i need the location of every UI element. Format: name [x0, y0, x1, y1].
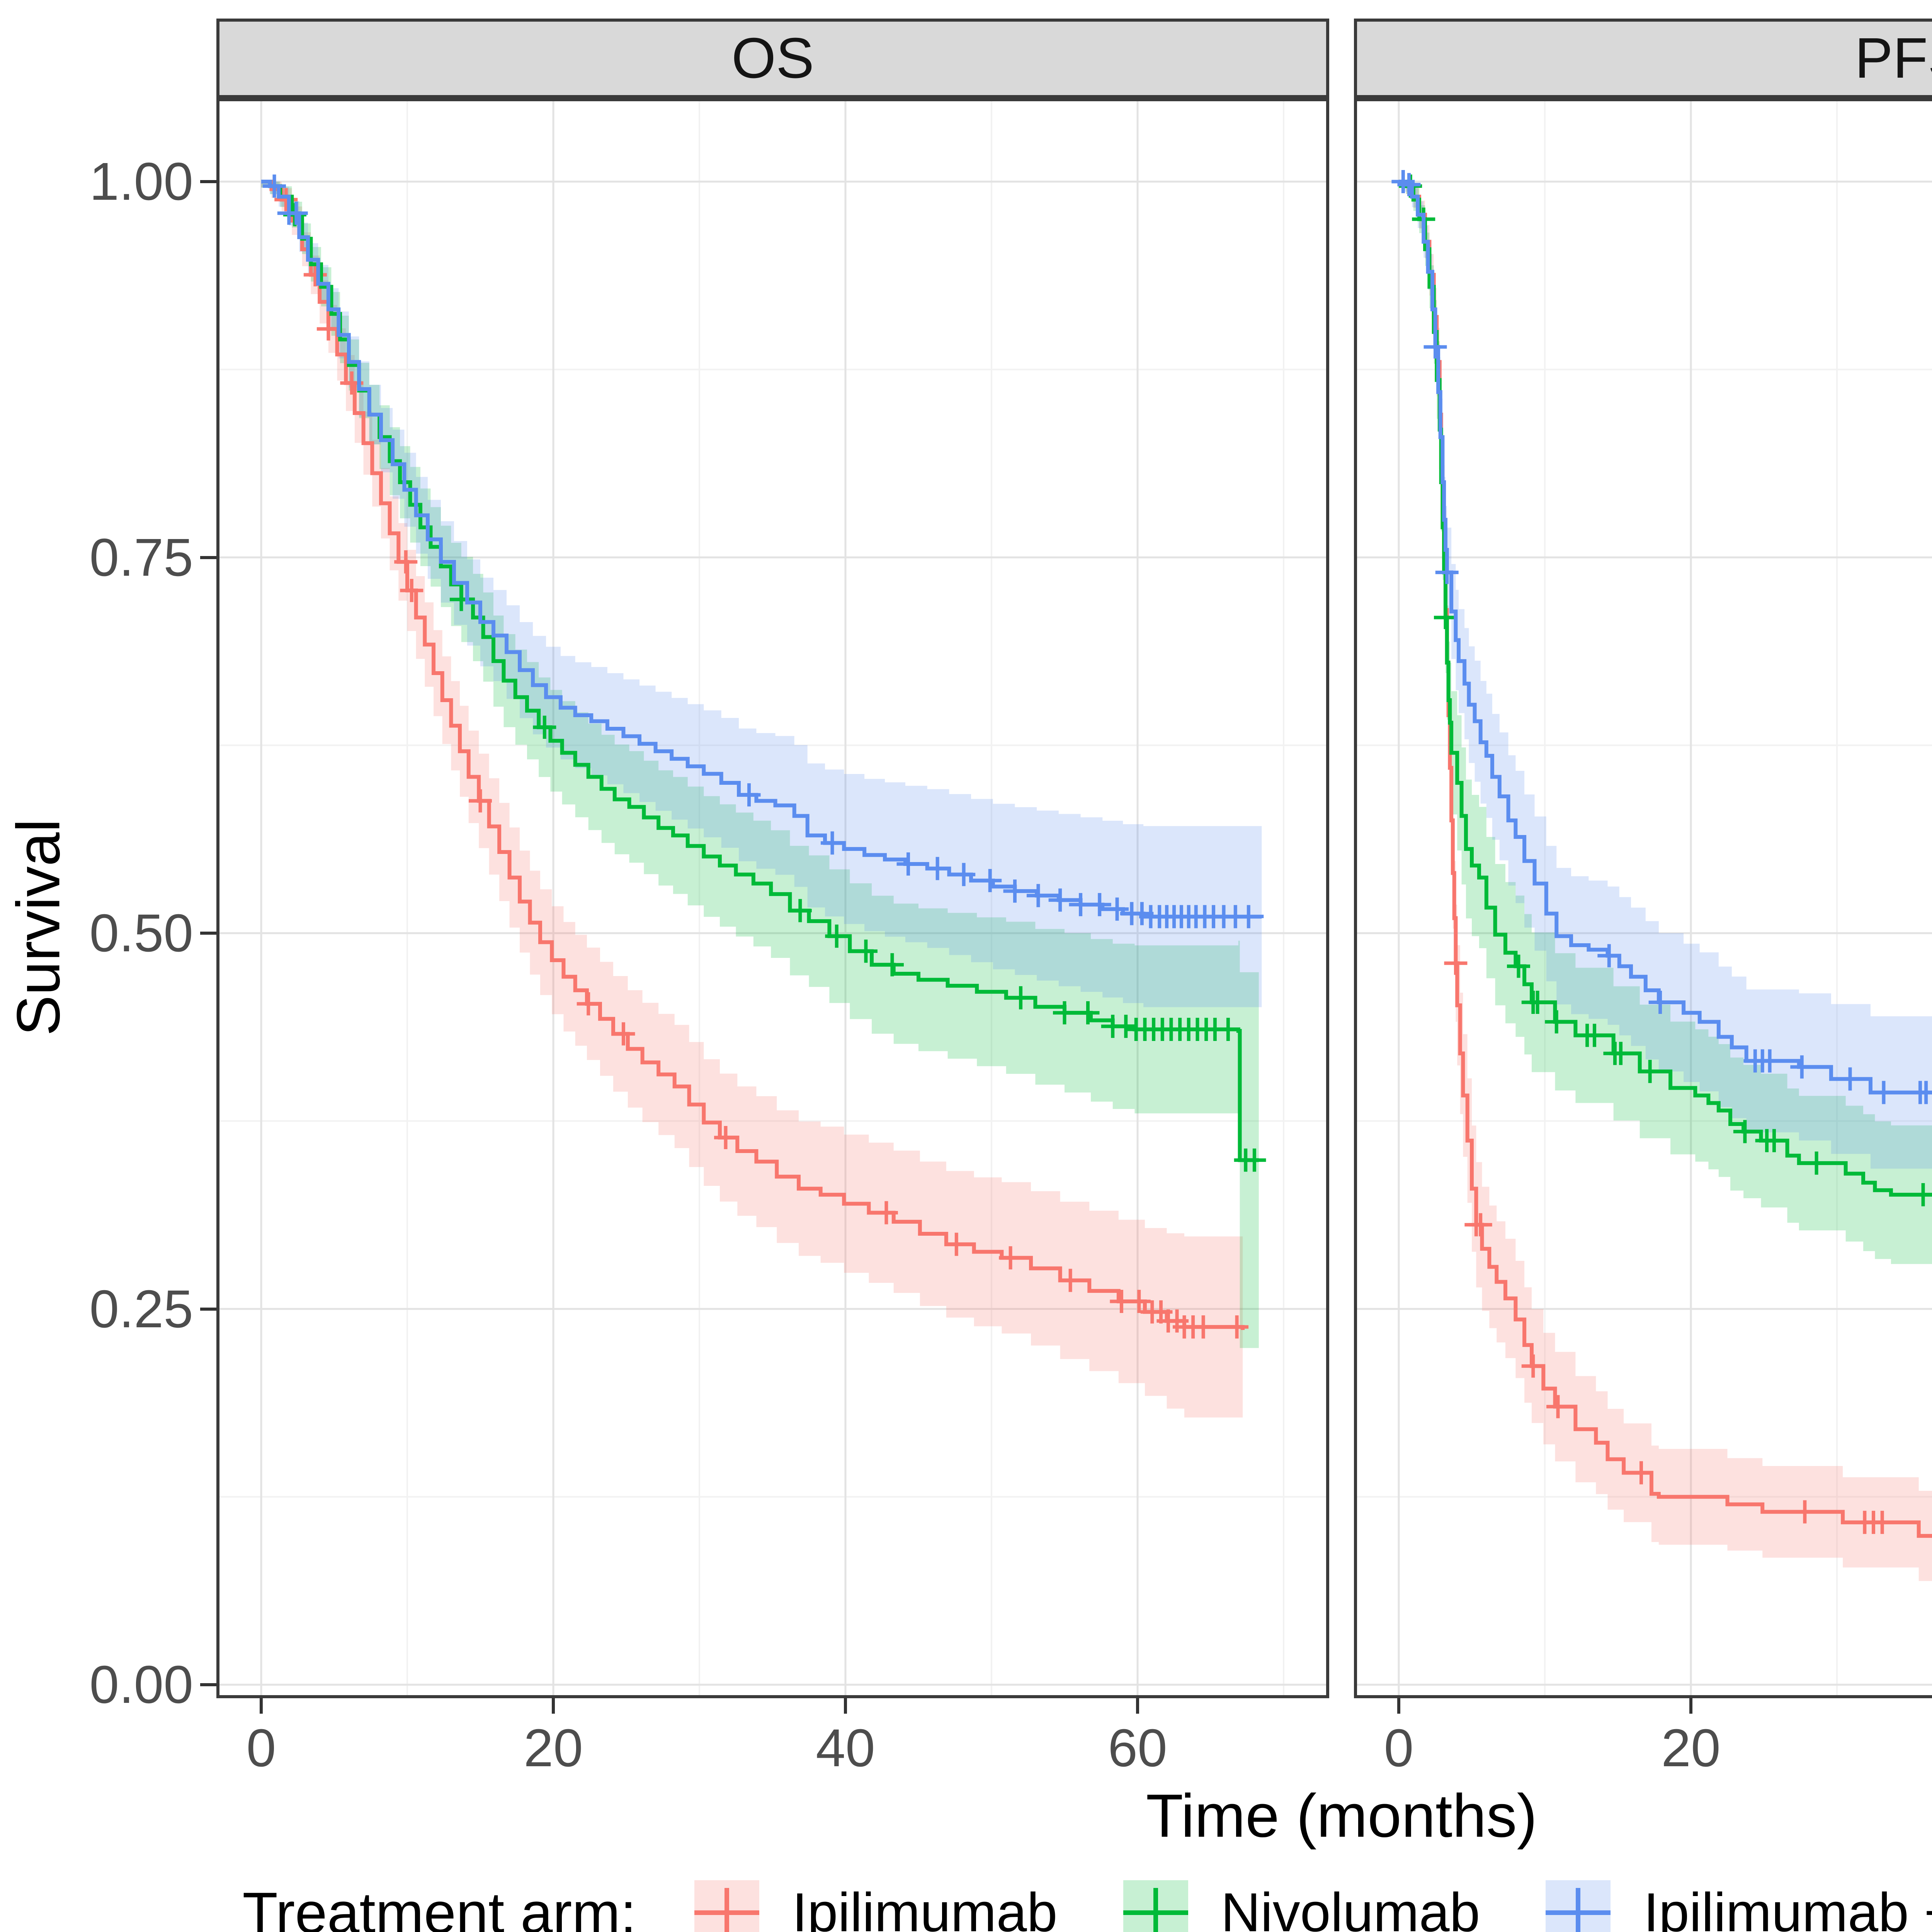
ci-band-os — [261, 182, 1259, 1348]
y-tick-mark — [200, 932, 216, 935]
x-tick-label: 0 — [246, 1718, 276, 1778]
x-tick-mark — [1689, 1698, 1692, 1714]
panel-pfs — [1354, 98, 1932, 1698]
legend-item-label: Nivolumab — [1221, 1882, 1480, 1932]
legend-hplus — [713, 1910, 741, 1915]
x-tick-mark — [260, 1698, 263, 1714]
y-tick-label: 1.00 — [89, 152, 193, 211]
facet-strip-os-label: OS — [731, 26, 814, 90]
facet-strip-pfs-label: PFS — [1855, 26, 1932, 90]
ci-band-os — [261, 182, 1262, 1016]
y-tick-mark — [200, 1683, 216, 1686]
x-tick-mark — [1397, 1698, 1400, 1714]
legend-key-icon — [694, 1880, 760, 1932]
legend-key-icon — [1546, 1880, 1611, 1932]
y-tick-label: 0.25 — [89, 1279, 193, 1339]
legend-item-2: Nivolumab — [1123, 1880, 1480, 1932]
x-tick-mark — [552, 1698, 555, 1714]
legend-item-1: Ipilimumab — [694, 1880, 1058, 1932]
x-tick-label: 20 — [524, 1718, 583, 1778]
survival-curve — [1399, 180, 1932, 1095]
x-tick-mark — [844, 1698, 847, 1714]
y-tick-label: 0.50 — [89, 903, 193, 963]
y-tick-mark — [200, 1307, 216, 1311]
x-tick-label: 40 — [816, 1718, 875, 1778]
legend-vplus — [1576, 1888, 1581, 1932]
x-tick-label: 40 — [1925, 1718, 1932, 1779]
x-tick-label: 20 — [1661, 1718, 1721, 1778]
facet-strip-os: OS — [216, 19, 1329, 98]
legend: Treatment arm: Ipilimumab Nivolumab Ipilim… — [0, 1872, 1932, 1932]
ci-band-pfs — [1399, 182, 1932, 1169]
facet-strip-pfs: PFS — [1354, 19, 1932, 98]
legend-title: Treatment arm: — [242, 1880, 637, 1932]
legend-item-label: Ipilimumab — [792, 1882, 1058, 1932]
x-tick-mark — [1136, 1698, 1139, 1714]
legend-vplus — [1153, 1888, 1158, 1932]
legend-vplus — [724, 1888, 730, 1932]
y-tick-label: 0.75 — [89, 527, 193, 587]
y-tick-mark — [200, 556, 216, 559]
x-tick-label: 60 — [1108, 1718, 1167, 1778]
y-tick-label: 0.00 — [89, 1655, 193, 1714]
legend-hplus — [1564, 1910, 1592, 1915]
x-tick-label: 0 — [1384, 1718, 1414, 1778]
legend-item-3: Ipilimumab + Nivolumab — [1546, 1880, 1932, 1932]
legend-key-icon — [1123, 1880, 1188, 1932]
survival-curve — [261, 180, 1245, 1330]
legend-item-label: Ipilimumab + Nivolumab — [1643, 1882, 1932, 1932]
x-axis-title: Time (months) — [1146, 1782, 1537, 1850]
panel-os — [216, 98, 1329, 1698]
legend-hplus — [1141, 1910, 1170, 1915]
y-tick-mark — [200, 180, 216, 183]
